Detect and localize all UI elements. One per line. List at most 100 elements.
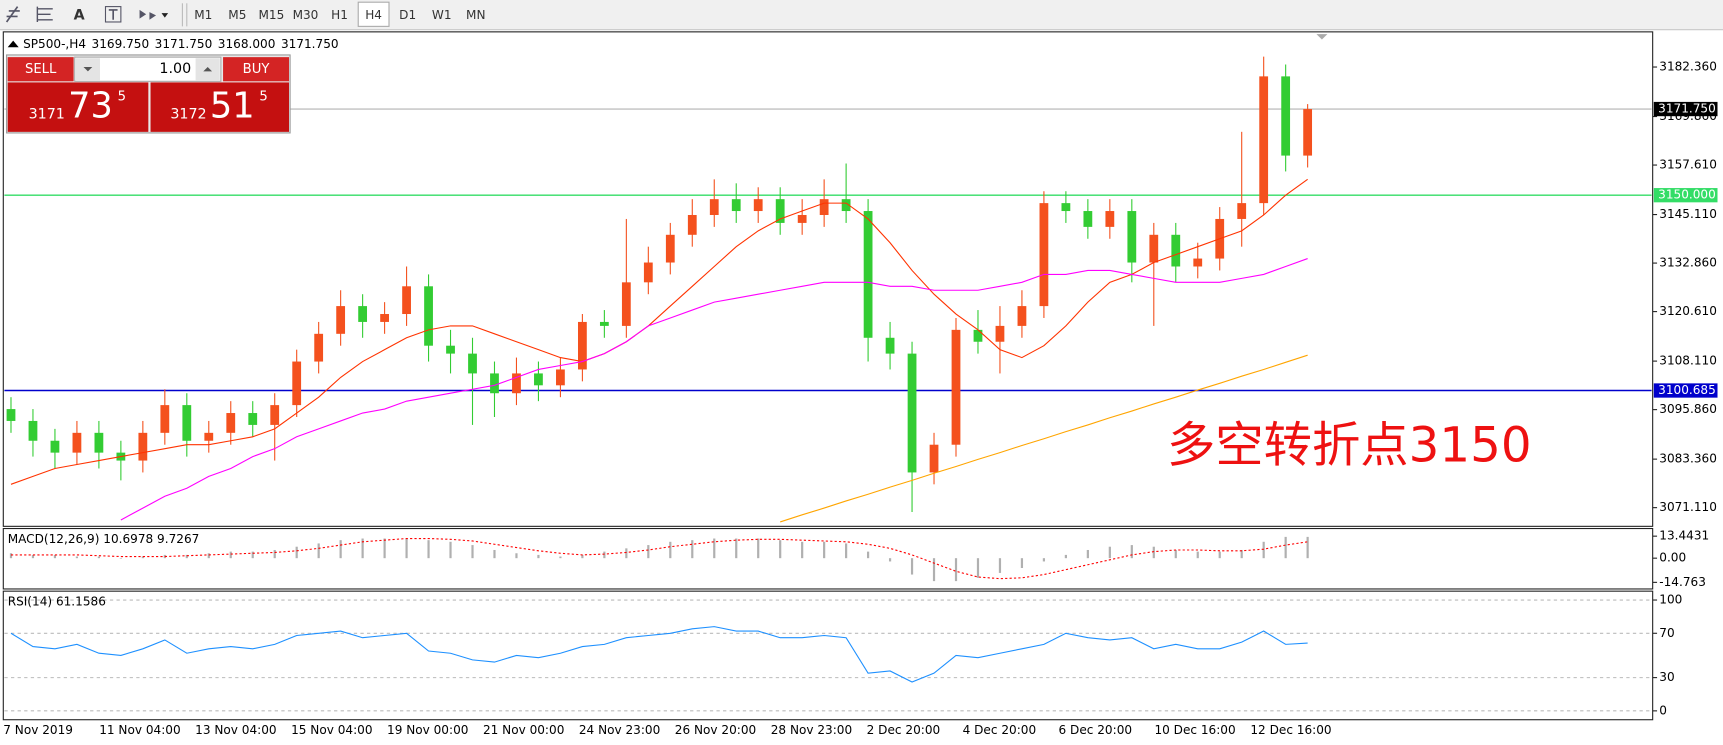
timeframe-button[interactable]: H1	[331, 8, 348, 22]
macd-bar	[1020, 558, 1024, 569]
annotation: 多空转折点3150	[1167, 417, 1532, 473]
moving-average	[10, 178, 1308, 485]
y-tick-label: 70	[1659, 626, 1674, 640]
macd-bar	[866, 551, 870, 559]
timeframe-button[interactable]: MN	[466, 8, 485, 22]
macd-bar	[976, 558, 980, 578]
timeframe-button[interactable]: M5	[228, 8, 246, 22]
macd-bar	[1262, 541, 1265, 559]
rsi-label: RSI(14) 61.1586	[8, 595, 106, 609]
candle-body	[1017, 306, 1027, 326]
candle-body	[28, 420, 38, 441]
candle-body	[336, 306, 346, 334]
macd-bar	[845, 543, 848, 559]
macd-bar	[1196, 551, 1199, 559]
x-tick-label: 13 Nov 04:00	[195, 723, 276, 737]
ohlc-value: 3171.750	[281, 36, 339, 50]
chart-tool-icon[interactable]	[5, 6, 20, 23]
macd-bar	[537, 554, 540, 559]
symbol: SP500-,H4	[23, 36, 86, 50]
x-tick-label: 26 Nov 20:00	[675, 723, 756, 737]
candle-body	[687, 214, 697, 235]
macd-signal	[10, 537, 1308, 580]
x-tick-label: 11 Nov 04:00	[99, 723, 180, 737]
fib-tool-icon[interactable]	[36, 6, 53, 22]
x-tick-label: 7 Nov 2019	[3, 723, 73, 737]
x-tick-label: 12 Dec 16:00	[1250, 723, 1331, 737]
trade-panel: SELL 1.00 BUY 3171 73 5 3172 51 5	[6, 54, 291, 134]
macd-bar	[185, 554, 188, 559]
sell-label[interactable]: SELL	[25, 62, 57, 77]
x-tick-label: 10 Dec 16:00	[1154, 723, 1235, 737]
buy-label[interactable]: BUY	[243, 62, 271, 77]
macd-bar	[427, 540, 430, 559]
macd-bar	[1240, 549, 1243, 559]
candle-body	[534, 373, 543, 386]
macd-bar	[1108, 546, 1111, 559]
x-tick-label: 19 Nov 00:00	[387, 723, 468, 737]
candle-body	[621, 282, 631, 326]
y-tick-label: 3071.110	[1659, 500, 1717, 514]
macd-bar	[625, 548, 628, 559]
candle-body	[424, 286, 433, 346]
macd-bar	[317, 543, 320, 559]
candle-body	[6, 409, 16, 421]
candle-body	[248, 413, 258, 425]
price-level-box	[1653, 101, 1718, 117]
timeframe-button[interactable]: W1	[432, 8, 452, 22]
candle-body	[380, 314, 389, 322]
price-level-label: 3100.685	[1658, 383, 1716, 397]
timeframe-button[interactable]: M1	[194, 8, 212, 22]
candle-body	[885, 337, 895, 354]
timeframe-button[interactable]: D1	[399, 8, 416, 22]
macd-bar	[361, 538, 364, 559]
macd-bar	[998, 558, 1002, 573]
candle-body	[819, 199, 829, 215]
macd-bar	[31, 554, 35, 559]
label-tool-icon[interactable]	[104, 6, 122, 23]
candle-body	[1105, 211, 1115, 227]
macd-bar	[119, 558, 122, 559]
candle-body	[929, 444, 939, 473]
candle-body	[270, 405, 280, 425]
arrow-tool-icon[interactable]	[139, 9, 169, 20]
candle-body	[1281, 76, 1291, 156]
timeframe-button[interactable]: M30	[293, 8, 319, 22]
macd-bar	[53, 554, 57, 559]
buy-button[interactable]	[223, 57, 289, 82]
candle-body	[709, 199, 719, 215]
candle-body	[1039, 203, 1049, 307]
lot-value[interactable]: 1.00	[159, 61, 191, 77]
collapse-icon[interactable]	[7, 40, 19, 48]
candle-body	[468, 353, 477, 374]
y-tick-label: 3145.110	[1659, 207, 1717, 221]
timeframe-button[interactable]: M15	[259, 8, 285, 22]
x-tick-label: 4 Dec 20:00	[963, 723, 1037, 737]
macd-bar	[471, 545, 474, 559]
macd-bar	[295, 546, 298, 559]
price-level-label: 3150.000	[1658, 188, 1716, 202]
candle-body	[50, 440, 60, 453]
y-tick-label: 0.00	[1659, 551, 1686, 565]
timeframe-button[interactable]: H4	[365, 8, 382, 22]
macd-bar	[779, 540, 782, 559]
y-tick-label: 3108.110	[1659, 354, 1717, 368]
sell-button[interactable]	[7, 57, 74, 82]
candle-body	[1083, 211, 1093, 227]
x-tick-label: 15 Nov 04:00	[291, 723, 372, 737]
candle-body	[94, 432, 104, 453]
macd-bar	[735, 538, 738, 559]
macd-bar	[1086, 549, 1089, 559]
candle-body	[292, 361, 302, 406]
macd-bar	[647, 545, 650, 559]
macd-label: MACD(12,26,9) 10.6978 9.7267	[8, 532, 200, 546]
macd-bar	[559, 556, 562, 559]
text-tool[interactable]: A	[74, 7, 85, 23]
symbol-header: SP500-,H4 3169.750 3171.750 3168.000 3171.75…	[23, 36, 339, 50]
macd-bar	[251, 551, 254, 559]
ask-box[interactable]	[150, 82, 289, 132]
candle-body	[1193, 258, 1203, 267]
candle-body	[731, 199, 741, 212]
y-tick-label: 0	[1659, 703, 1667, 717]
bid-box[interactable]	[7, 82, 149, 132]
